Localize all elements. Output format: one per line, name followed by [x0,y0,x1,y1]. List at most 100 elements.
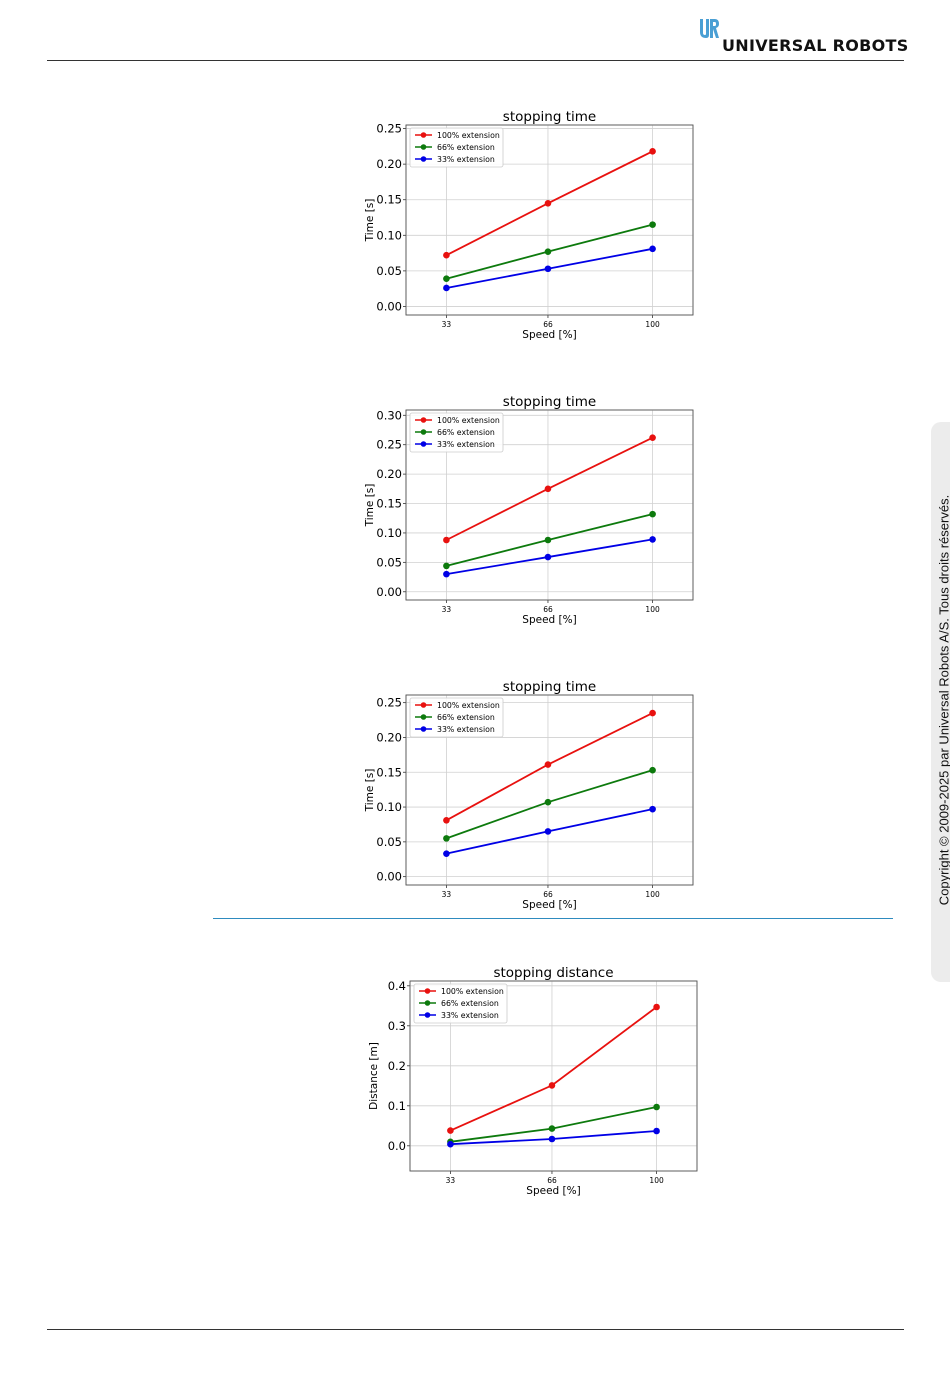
y-tick-label: 0.4 [388,979,406,993]
y-tick-label: 0.00 [376,299,402,313]
x-tick-label: 33 [442,320,452,329]
data-point [649,766,656,774]
chart-stopping-time-2: stopping time 0.00 0.05 0.10 0.15 0.20 0.25 0.3… [364,394,694,626]
legend-label: 66% extension [437,428,495,437]
chart-title: stopping time [503,109,596,125]
x-tick-label: 100 [649,1176,664,1185]
y-axis-label: Time [s] [364,199,376,243]
brand-name: UNIVERSAL ROBOTS [722,36,909,55]
legend-label: 66% extension [441,999,499,1008]
x-axis-label: Speed [%] [522,329,576,341]
legend-marker [420,714,427,720]
data-point [544,761,552,768]
data-point [649,805,656,813]
data-point [544,828,552,835]
data-point [443,816,450,824]
legend-label: 100% extension [441,987,504,996]
x-tick-label: 33 [442,605,452,614]
data-point [548,1125,556,1132]
legend-marker [424,988,431,994]
data-point [653,1003,660,1011]
data-point [443,570,450,578]
data-point [544,798,552,806]
x-tick-label: 66 [543,890,553,899]
y-tick-label: 0.2 [388,1059,406,1073]
legend-label: 33% extension [437,440,495,449]
y-tick-label: 0.15 [376,497,402,511]
data-point [548,1135,556,1143]
data-point [649,245,656,253]
legend-marker [424,1012,431,1018]
data-point [443,536,450,544]
y-tick-label: 0.10 [376,800,402,814]
legend-label: 66% extension [437,143,495,152]
y-tick-label: 0.00 [376,585,402,599]
x-tick-label: 33 [446,1176,456,1185]
data-point [649,148,656,155]
data-point [447,1127,454,1134]
data-point [649,510,656,518]
ur-logo-icon [698,18,720,40]
legend-box [413,983,508,1024]
data-point [649,434,656,441]
legend-marker [420,156,427,162]
y-tick-label: 0.15 [376,193,402,207]
y-tick-label: 0.20 [376,157,402,171]
y-tick-label: 0.1 [388,1099,406,1113]
data-point [443,562,450,570]
plot-frame [405,694,694,886]
x-axis-label: Speed [%] [522,899,576,911]
chart-title: stopping time [503,679,596,695]
data-point [653,1127,660,1135]
legend-label: 33% extension [437,155,495,164]
y-tick-label: 0.05 [376,555,402,569]
legend-label: 100% extension [437,131,500,140]
legend-marker [424,1000,431,1006]
y-tick-label: 0.25 [376,438,402,452]
data-point [443,850,450,857]
legend-marker [420,132,427,138]
legend-marker [420,441,427,447]
plot-frame [405,409,694,601]
legend-marker [420,429,427,435]
data-point [443,835,450,842]
y-tick-label: 0.10 [376,526,402,540]
legend-label: 100% extension [437,701,500,710]
header-logo: UNIVERSAL ROBOTS [698,16,908,56]
header-rule [47,60,904,61]
y-tick-label: 0.00 [376,870,402,884]
chart-title: stopping distance [493,965,613,981]
y-tick-label: 0.3 [388,1019,406,1033]
data-point [544,265,552,273]
data-point [443,251,450,259]
chart-stopping-time-1: stopping time 0.00 0.05 0.10 0.15 0.20 0.25 33 6… [364,109,694,341]
y-tick-label: 0.05 [376,835,402,849]
data-point [649,709,656,717]
legend-marker [420,144,427,150]
y-axis-label: Time [s] [364,769,376,813]
legend-label: 33% extension [441,1011,499,1020]
x-tick-label: 66 [543,320,553,329]
data-point [544,536,552,544]
x-axis-label: Speed [%] [526,1185,580,1197]
x-tick-label: 100 [645,320,660,329]
y-axis-label: Distance [m] [368,1042,380,1110]
y-tick-label: 0.25 [376,122,402,136]
x-axis-label: Speed [%] [522,614,576,626]
x-tick-label: 100 [645,890,660,899]
legend-marker [420,417,427,423]
legend-label: 66% extension [437,713,495,722]
legend-marker [420,726,427,732]
copyright-notice: Copyright © 2009-2025 par Universal Robo… [936,494,950,906]
data-point [653,1103,660,1111]
plot-frame [409,980,698,1172]
data-point [544,248,552,255]
legend-label: 100% extension [437,416,500,425]
y-tick-label: 0.10 [376,228,402,242]
data-point [544,199,552,207]
legend-box [409,127,504,168]
chart-title: stopping time [503,394,596,410]
x-tick-label: 33 [442,890,452,899]
data-point [548,1082,556,1089]
section-divider [213,918,893,919]
